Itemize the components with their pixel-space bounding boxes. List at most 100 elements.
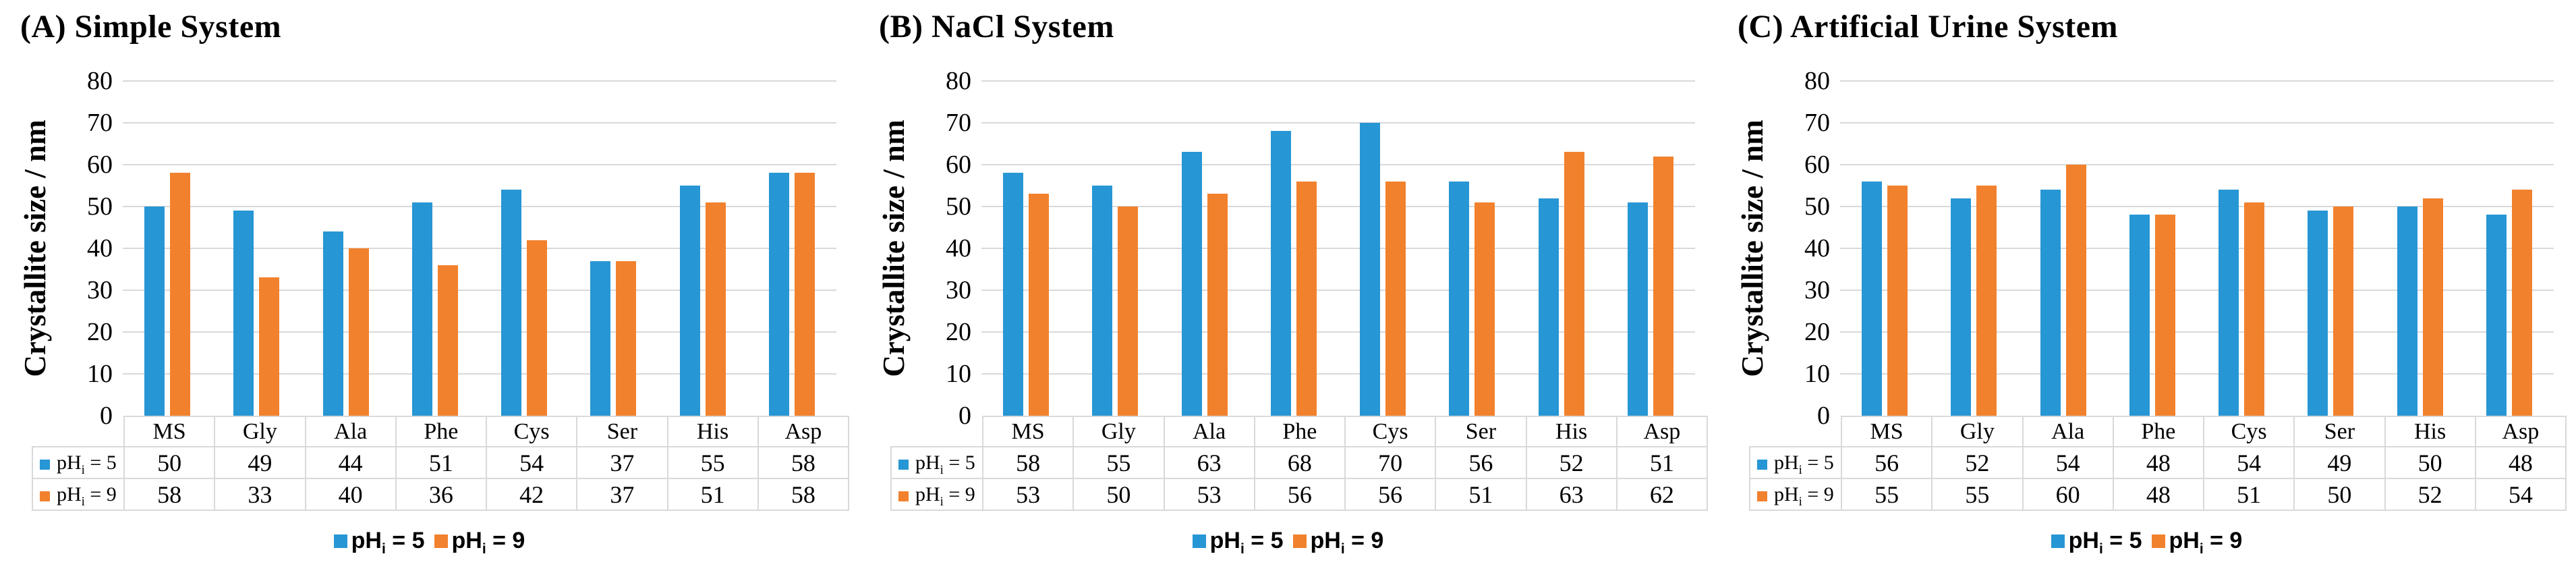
- series-label-subscript: i: [81, 462, 85, 477]
- value-cell-ph5-ser: 37: [576, 446, 668, 479]
- y-axis-tick-label: 30: [87, 276, 113, 304]
- bar-ph5-his: [1538, 198, 1559, 416]
- bar-ph9-his: [1564, 152, 1584, 416]
- series-label-text: = 5: [84, 451, 117, 474]
- category-header-his: His: [2384, 416, 2476, 447]
- value-cell-ph9-phe: 36: [395, 478, 488, 511]
- bar-ph9-gly: [1976, 186, 1997, 416]
- y-axis-tick-label: 60: [1804, 150, 1830, 179]
- bar-ph9-ala: [2065, 165, 2086, 416]
- bar-ph5-ala: [2040, 190, 2061, 416]
- category-header-ser: Ser: [2293, 416, 2386, 447]
- table-header-row: MS Gly Ala Phe Cys Ser His Asp: [32, 416, 850, 447]
- value-cell-ph5-his: 55: [666, 446, 759, 479]
- bar-ph9-ser: [616, 260, 637, 416]
- chart-legend: pHi = 5 pHi = 9: [0, 528, 859, 557]
- y-axis-tick-label: 70: [87, 109, 113, 137]
- legend-label-text: = 9: [1344, 528, 1384, 553]
- series-label-text: pH: [57, 451, 82, 474]
- legend-label-subscript: i: [482, 541, 486, 557]
- category-group-cys: [1338, 81, 1427, 416]
- value-cell-ph9-cys: 56: [1344, 478, 1437, 511]
- bar-ph5-ser: [1449, 181, 1470, 416]
- series-label-text: pH: [915, 451, 940, 474]
- series-swatch-ph5: [898, 459, 909, 470]
- table-header-row: MS Gly Ala Phe Cys Ser His Asp: [1750, 416, 2567, 447]
- y-axis-tick-label: 60: [946, 150, 971, 179]
- category-group-his: [2376, 81, 2465, 416]
- legend-swatch-ph5: [2051, 534, 2065, 548]
- table-header-row: MS Gly Ala Phe Cys Ser His Asp: [891, 416, 1709, 447]
- y-axis-tick-label: 30: [946, 276, 971, 304]
- y-axis-tick-label: 0: [958, 402, 971, 430]
- series-label-subscript: i: [81, 494, 85, 509]
- bar-ph5-ms: [144, 207, 165, 416]
- series-label-subscript: i: [940, 494, 944, 509]
- bar-ph5-ms: [1862, 181, 1883, 416]
- legend-label-text: = 5: [2102, 528, 2142, 553]
- table-row-ph9: pHi = 9 58 33 40 36 42 37 51 58: [32, 478, 850, 511]
- bar-ph5-phe: [411, 202, 432, 416]
- gridline: [1840, 122, 2554, 123]
- legend-label-text: pH: [451, 528, 482, 553]
- series-row-label-ph9: pHi = 9: [890, 478, 983, 511]
- chart-panel-a: (A) Simple System Crystallite size / nm 0 1…: [0, 0, 859, 577]
- legend-label-text: pH: [2169, 528, 2200, 553]
- category-header-gly: Gly: [1931, 416, 2024, 447]
- category-header-his: His: [666, 416, 759, 447]
- data-table: MS Gly Ala Phe Cys Ser His Asp pHi = 5 50 49 44 51 54…: [32, 416, 850, 511]
- category-header-ms: MS: [123, 416, 216, 447]
- legend-label-text: pH: [351, 528, 382, 553]
- plot-area: 0 10 20 30 40 50 60 70 80: [87, 67, 836, 430]
- value-cell-ph9-phe: 56: [1253, 478, 1346, 511]
- category-header-asp: Asp: [2474, 416, 2567, 447]
- gridline: [981, 373, 1695, 375]
- value-cell-ph5-ms: 58: [981, 446, 1075, 479]
- table-row-ph9: pHi = 9 55 55 60 48 51 50 52 54: [1749, 478, 2567, 511]
- value-cell-ph5-asp: 58: [757, 446, 850, 479]
- category-header-asp: Asp: [1615, 416, 1709, 447]
- gridline: [1840, 80, 2554, 82]
- category-group-ala: [2019, 81, 2108, 416]
- bar-ph9-phe: [2154, 215, 2175, 416]
- legend-label-ph9: pHi = 9: [2169, 528, 2243, 557]
- y-axis-tick-label: 80: [946, 67, 971, 95]
- data-table: MS Gly Ala Phe Cys Ser His Asp pHi = 5 56 52 54 48 54…: [1749, 416, 2567, 511]
- table-row-ph5: pHi = 5 50 49 44 51 54 37 55 58: [32, 446, 850, 479]
- series-label-text: pH: [1774, 483, 1799, 505]
- legend-label-ph5: pHi = 5: [2069, 528, 2142, 556]
- bar-ph5-phe: [1270, 131, 1291, 416]
- y-axis-tick-label: 50: [1804, 192, 1830, 221]
- legend-swatch-ph9: [434, 534, 448, 548]
- chart-title: (C) Artificial Urine System: [1738, 9, 2119, 45]
- value-cell-ph9-his: 63: [1525, 478, 1618, 511]
- value-cell-ph5-gly: 52: [1931, 446, 2024, 479]
- table-row-ph5: pHi = 5 58 55 63 68 70 56 52 51: [890, 446, 1709, 479]
- value-cell-ph5-cys: 54: [485, 446, 578, 479]
- y-axis-tick-label: 60: [87, 150, 113, 179]
- gridline: [981, 122, 1695, 123]
- category-header-ms: MS: [1840, 416, 1933, 447]
- value-cell-ph5-ala: 54: [2022, 446, 2114, 479]
- value-cell-ph5-ser: 49: [2293, 446, 2386, 479]
- bar-ph9-his: [2422, 198, 2443, 416]
- y-axis-tick-label: 70: [1804, 109, 1830, 137]
- series-swatch-ph9: [898, 491, 909, 501]
- bar-ph5-ala: [322, 231, 343, 416]
- bar-ph9-phe: [1296, 181, 1317, 416]
- value-cell-ph9-asp: 54: [2474, 478, 2567, 511]
- category-header-phe: Phe: [395, 416, 488, 447]
- bar-ph5-ser: [2308, 211, 2328, 416]
- bar-ph5-asp: [2486, 215, 2507, 416]
- series-row-label-ph9: pHi = 9: [1749, 478, 1842, 511]
- bar-ph5-cys: [2219, 190, 2239, 416]
- legend-label-subscript: i: [2199, 541, 2204, 557]
- value-cell-ph9-ms: 53: [981, 478, 1075, 511]
- legend-item-ph9: pHi = 9: [1292, 528, 1384, 556]
- value-cell-ph5-cys: 70: [1344, 446, 1437, 479]
- bar-ph9-asp: [2511, 190, 2532, 416]
- bar-ph9-asp: [1653, 156, 1673, 416]
- bar-ph5-gly: [233, 211, 254, 416]
- series-row-label-ph5: pHi = 5: [890, 446, 983, 479]
